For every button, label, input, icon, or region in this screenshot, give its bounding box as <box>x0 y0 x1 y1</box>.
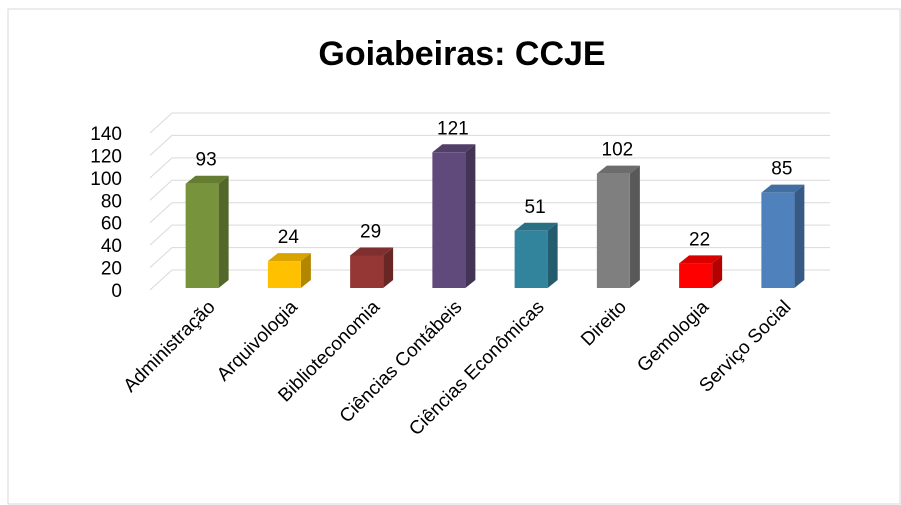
bar-top <box>350 247 394 256</box>
bar-side <box>465 144 476 288</box>
bar-side <box>712 255 723 288</box>
bar <box>679 263 713 288</box>
data-label: 93 <box>196 150 217 171</box>
bar-top <box>267 253 311 262</box>
y-tick-label: 60 <box>101 214 122 235</box>
y-tick-label: 140 <box>90 124 122 145</box>
bar-side <box>629 165 640 288</box>
bar-top <box>679 255 723 264</box>
bar <box>761 192 795 288</box>
bar <box>267 261 301 288</box>
y-tick-label: 0 <box>111 281 122 302</box>
bar <box>350 255 384 288</box>
bar-top <box>596 165 640 174</box>
y-tick-label: 20 <box>101 259 122 280</box>
data-label: 102 <box>602 140 634 161</box>
chart-title: Goiabeiras: CCJE <box>318 35 605 73</box>
y-tick-label: 40 <box>101 236 122 257</box>
bar <box>596 173 630 288</box>
grid-line <box>149 134 830 156</box>
data-label: 24 <box>278 227 300 248</box>
y-tick-label: 120 <box>90 146 122 167</box>
y-tick-label: 80 <box>101 191 122 212</box>
bar-top <box>432 144 476 153</box>
bar-side <box>794 184 805 288</box>
data-label: 51 <box>525 197 546 218</box>
y-tick-label: 100 <box>90 169 122 190</box>
grid-line <box>149 112 830 134</box>
bar-side <box>218 175 229 288</box>
grid-line <box>149 157 830 179</box>
bar-top <box>761 184 805 193</box>
bar-top <box>514 222 558 231</box>
bar-side <box>383 247 394 288</box>
data-label: 85 <box>771 159 792 180</box>
data-label: 29 <box>360 221 381 242</box>
data-label: 121 <box>437 118 469 139</box>
bar <box>185 183 219 288</box>
bar-side <box>547 222 558 288</box>
bar-side <box>300 253 311 288</box>
data-label: 22 <box>689 229 710 250</box>
bar <box>432 152 466 288</box>
bar-top <box>185 175 229 184</box>
bar <box>514 230 548 288</box>
